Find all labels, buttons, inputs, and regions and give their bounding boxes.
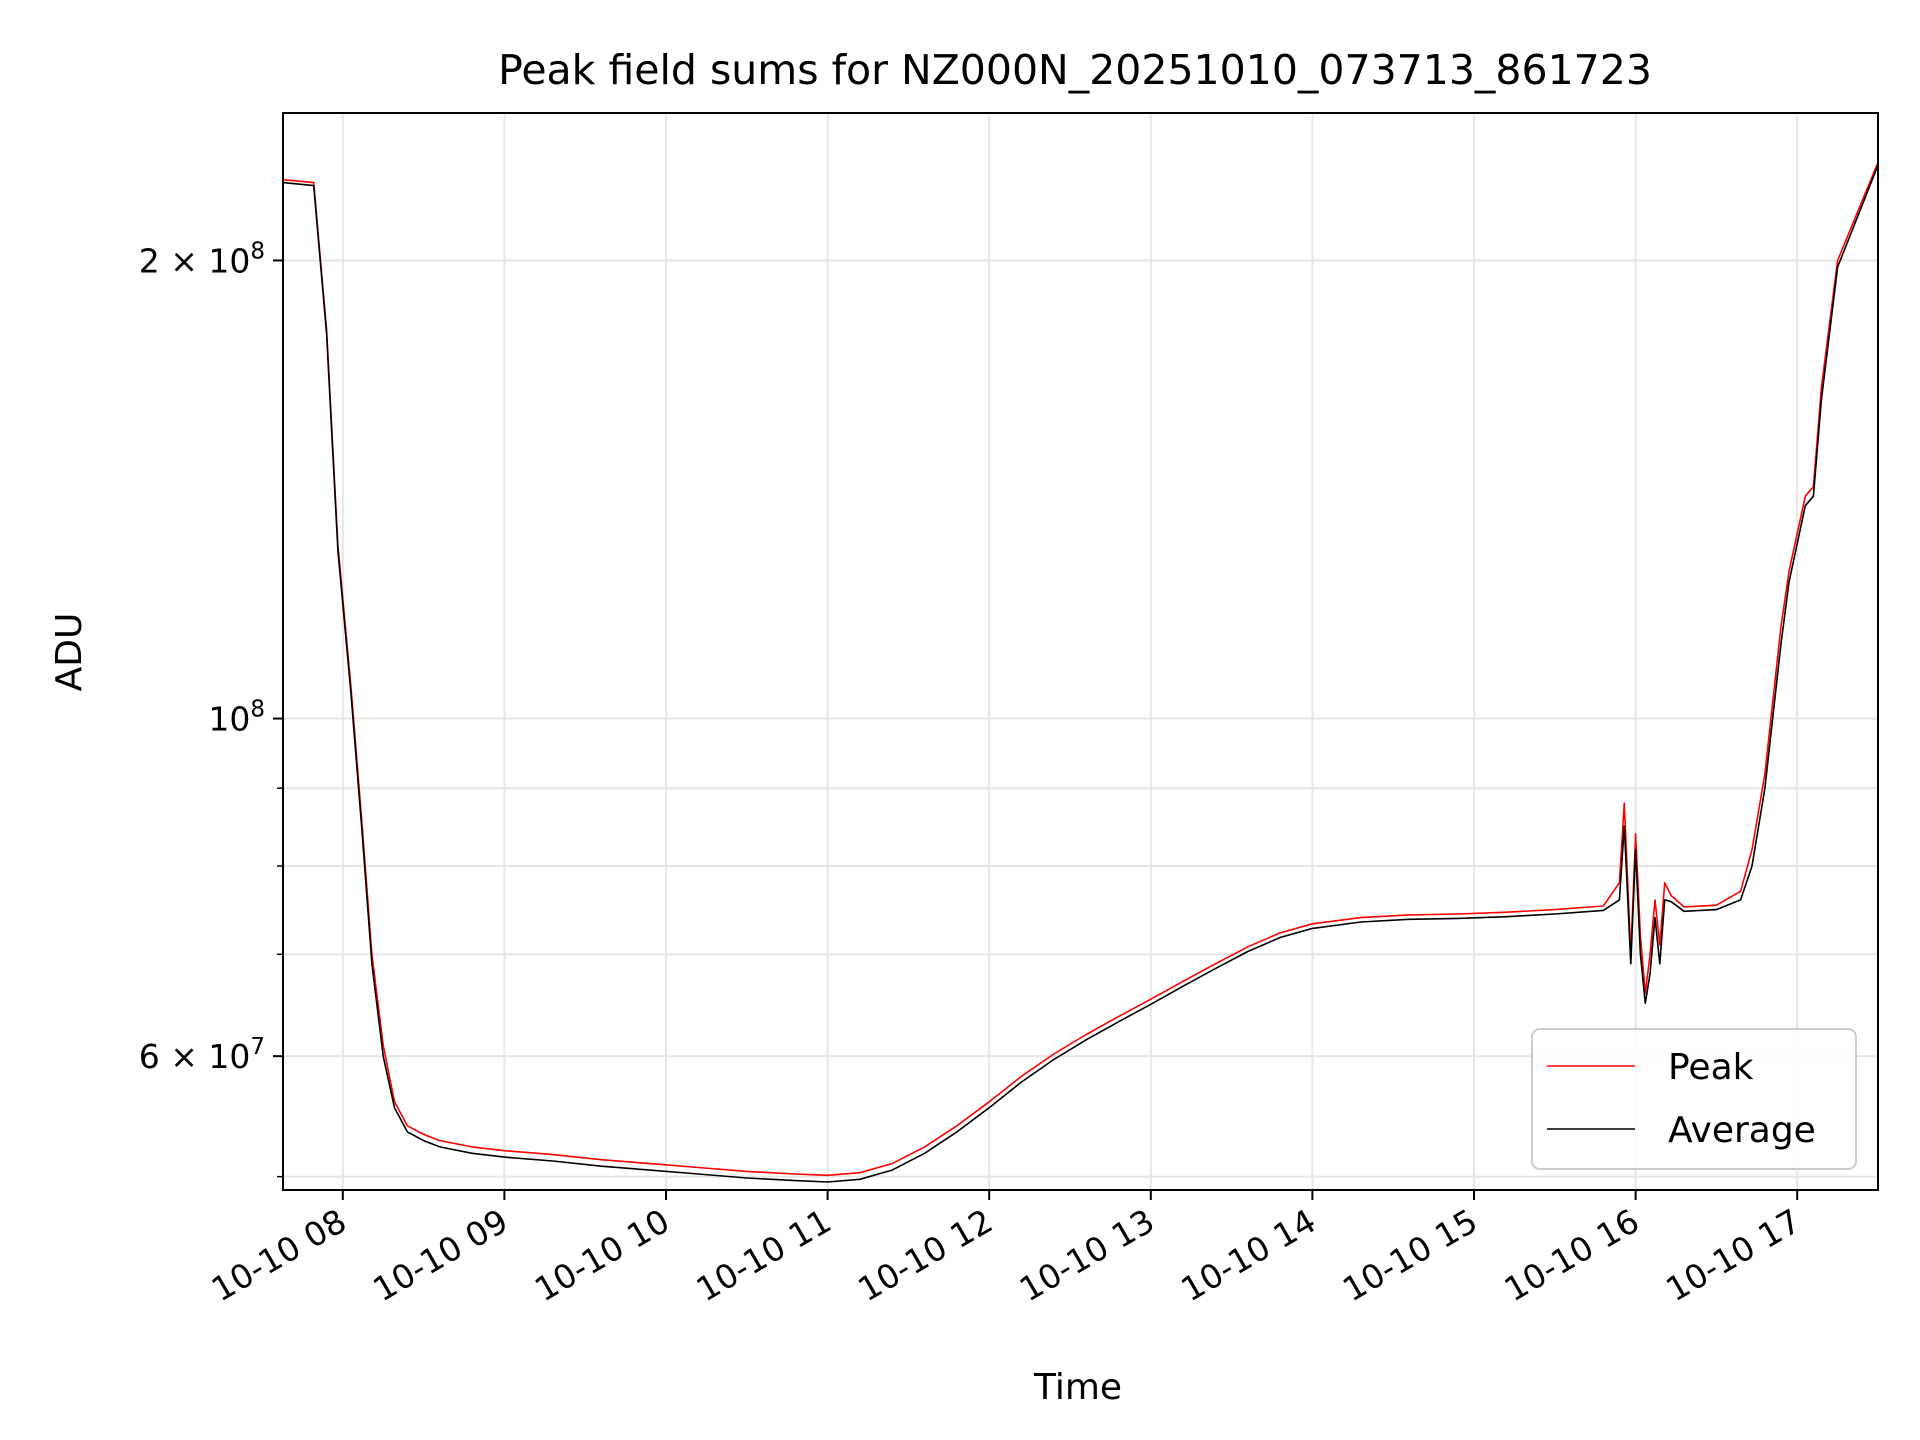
- axes-frame: [282, 112, 1879, 1191]
- y-tick-label: 2 × 108: [139, 238, 265, 280]
- series-line-average: [282, 164, 1879, 1183]
- x-axis-label: Time: [1033, 1367, 1122, 1408]
- grid: [283, 113, 1878, 1190]
- legend-box: [1531, 1028, 1857, 1170]
- legend-label-average: Average: [1668, 1110, 1816, 1151]
- plot-area: [282, 162, 1879, 1183]
- series-line-peak: [282, 162, 1879, 1177]
- legend: Peak Average: [1531, 1028, 1857, 1170]
- legend-label-peak: Peak: [1668, 1047, 1754, 1088]
- y-tick-label: 6 × 107: [139, 1034, 265, 1076]
- y-tick-label: 108: [208, 697, 265, 739]
- y-axis-label: ADU: [49, 613, 90, 692]
- chart-title: Peak field sums for NZ000N_20251010_0737…: [498, 46, 1652, 94]
